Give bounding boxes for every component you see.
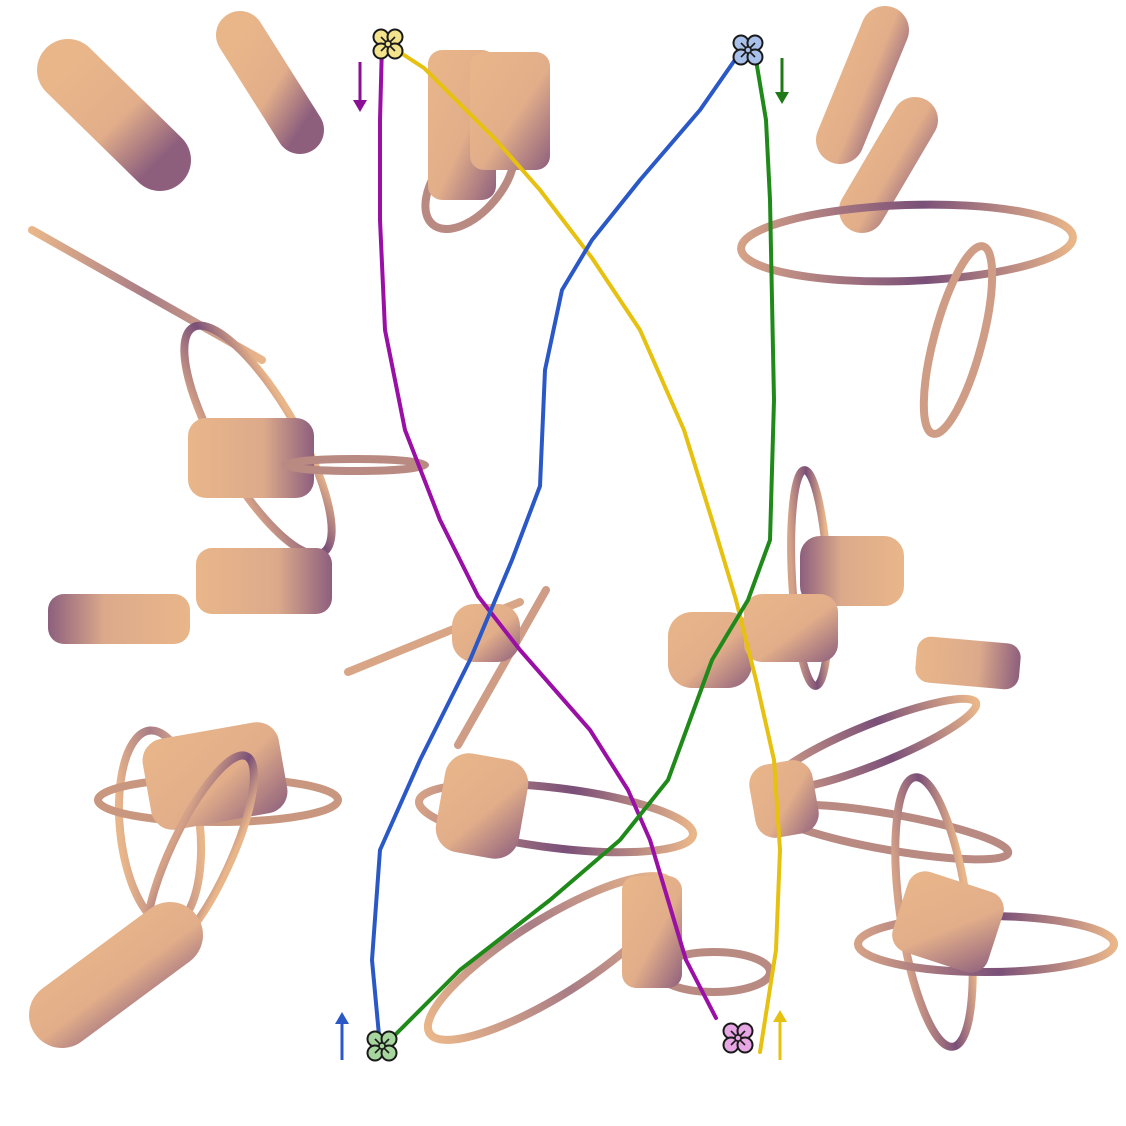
obstacle-cylinder <box>196 548 332 614</box>
obstacle-cylinder <box>188 418 314 498</box>
obstacle-cylinder <box>48 594 190 644</box>
obstacle-cylinder <box>435 753 529 859</box>
obstacle-ring <box>414 779 698 857</box>
drone-quadrotor-icon <box>732 34 764 66</box>
obstacle-ring <box>281 455 429 475</box>
obstacle-cylinder <box>744 594 838 662</box>
obstacle-cylinder <box>452 604 520 662</box>
arrow-down-icon <box>775 58 789 104</box>
obstacle-cylinder <box>668 612 752 688</box>
path-green <box>382 46 776 1048</box>
arrow-down-icon <box>353 62 367 112</box>
paths-layer <box>370 40 782 1054</box>
obstacle-cylinder <box>622 876 682 988</box>
drones-layer <box>366 28 764 1062</box>
path-yellow <box>382 40 782 1054</box>
obstacle-cylinder <box>749 760 819 838</box>
drone-hub <box>378 1042 386 1050</box>
drone-hub <box>734 1034 742 1042</box>
drone-hub <box>744 46 752 54</box>
drone-quadrotor-icon <box>722 1022 754 1054</box>
obstacle-cylinder <box>839 97 938 233</box>
drone-quadrotor-icon <box>372 28 404 60</box>
obstacle-rod <box>454 586 550 749</box>
obstacles-layer <box>28 6 1118 1051</box>
arrows-layer <box>335 58 789 1060</box>
obstacle-ring <box>919 242 997 438</box>
obstacle-cylinder <box>470 52 550 170</box>
path-purple <box>378 42 718 1020</box>
arrow-up-icon <box>335 1012 349 1060</box>
obstacle-cylinder <box>29 902 203 1048</box>
obstacle-cylinder <box>37 39 191 191</box>
arrow-up-icon <box>773 1010 787 1060</box>
path-blue <box>370 42 748 1048</box>
obstacle-cylinder <box>915 636 1021 690</box>
obstacle-cylinder <box>892 871 1004 973</box>
obstacle-ring <box>737 200 1077 286</box>
drone-hub <box>384 40 392 48</box>
obstacle-cylinder <box>800 536 904 606</box>
obstacle-cylinder <box>816 6 909 164</box>
obstacle-cylinder <box>216 11 324 154</box>
drone-quadrotor-icon <box>366 1030 398 1062</box>
